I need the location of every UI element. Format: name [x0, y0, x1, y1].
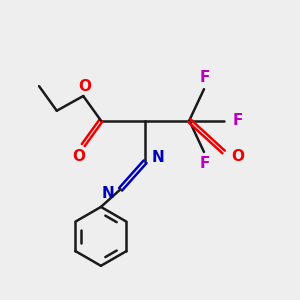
Text: F: F [200, 156, 210, 171]
Text: F: F [232, 113, 242, 128]
Text: F: F [200, 70, 210, 85]
Text: N: N [152, 150, 164, 165]
Text: O: O [79, 79, 92, 94]
Text: O: O [72, 149, 85, 164]
Text: N: N [101, 186, 114, 201]
Text: O: O [231, 149, 244, 164]
